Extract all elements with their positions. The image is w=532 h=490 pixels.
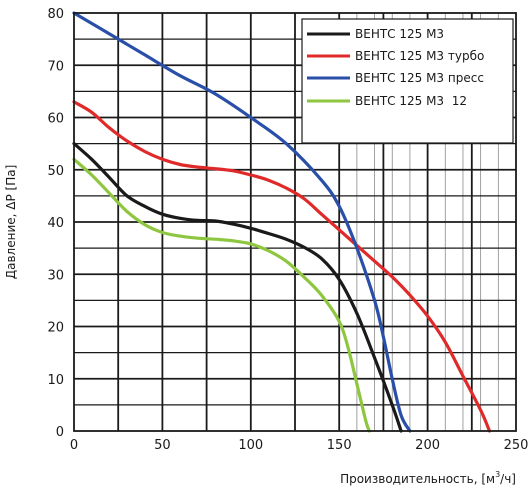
- plot-frame: [73, 12, 517, 432]
- x-axis-label-main: Производительность, [м: [340, 472, 495, 486]
- legend-label-2: ВЕНТС 125 М3 турбо: [355, 49, 484, 63]
- y-tick-label: 50: [47, 164, 64, 179]
- y-tick-label: 70: [47, 59, 64, 74]
- tick-labels: 0 50 100 150 200 250 0 10 20 30 40 50 60 70 80: [47, 7, 528, 453]
- y-tick-label: 10: [47, 373, 64, 388]
- series-line-1: [72, 142, 403, 433]
- x-axis-label-superscript: 3: [495, 470, 500, 479]
- x-tick-label: 100: [238, 438, 263, 453]
- x-axis-label: Производительность, [м3/ч]: [340, 470, 516, 486]
- x-tick-label: 50: [154, 438, 171, 453]
- x-axis-label-tail: /ч]: [500, 472, 516, 486]
- y-tick-label: 40: [47, 216, 64, 231]
- y-tick-label: 20: [47, 321, 64, 336]
- x-tick-label: 0: [70, 438, 78, 453]
- series-line-4: [72, 157, 371, 433]
- legend-label-1: ВЕНТС 125 М3: [355, 27, 444, 41]
- y-tick-label: 80: [47, 7, 64, 22]
- legend-label-4: ВЕНТС 125 М3 12: [355, 94, 467, 108]
- curves: [72, 11, 492, 433]
- legend-box: [301, 18, 514, 144]
- y-tick-label: 0: [56, 425, 64, 440]
- y-axis-label: Давление, ΔP [Па]: [4, 165, 18, 280]
- legend-label-3: ВЕНТС 125 М3 пресс: [355, 71, 484, 85]
- x-tick-label: 250: [504, 438, 529, 453]
- legend: ВЕНТС 125 М3 ВЕНТС 125 М3 турбо ВЕНТС 12…: [301, 18, 514, 144]
- y-tick-label: 60: [47, 112, 64, 127]
- series-line-2: [72, 100, 492, 433]
- x-tick-label: 200: [415, 438, 440, 453]
- y-tick-label: 30: [47, 268, 64, 283]
- plot-border: [73, 12, 517, 432]
- x-tick-label: 150: [327, 438, 352, 453]
- series-line-3: [72, 11, 412, 433]
